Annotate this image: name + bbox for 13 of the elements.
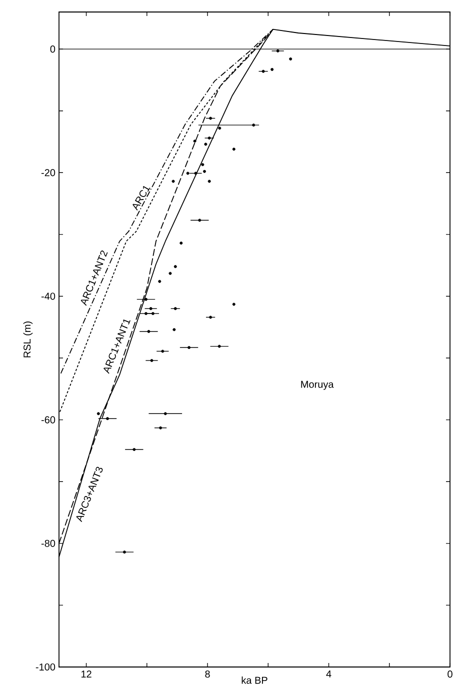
y-tick-label: -80 (41, 540, 56, 547)
x-tick-label: 12 (81, 670, 92, 678)
y-axis-title: RSL (m) (23, 322, 33, 358)
x-axis-title: ka BP (242, 676, 268, 684)
y-tick-label: -60 (41, 416, 56, 424)
y-tick-label: -40 (41, 292, 56, 300)
x-tick-label: 0 (448, 670, 452, 678)
annotation: Moruya (301, 380, 334, 390)
x-tick-label: 8 (205, 670, 210, 678)
x-tick-label: 4 (326, 670, 332, 678)
y-tick-label: -100 (36, 663, 56, 671)
y-tick-label: -20 (41, 169, 56, 176)
y-tick-label: 0 (50, 46, 56, 53)
